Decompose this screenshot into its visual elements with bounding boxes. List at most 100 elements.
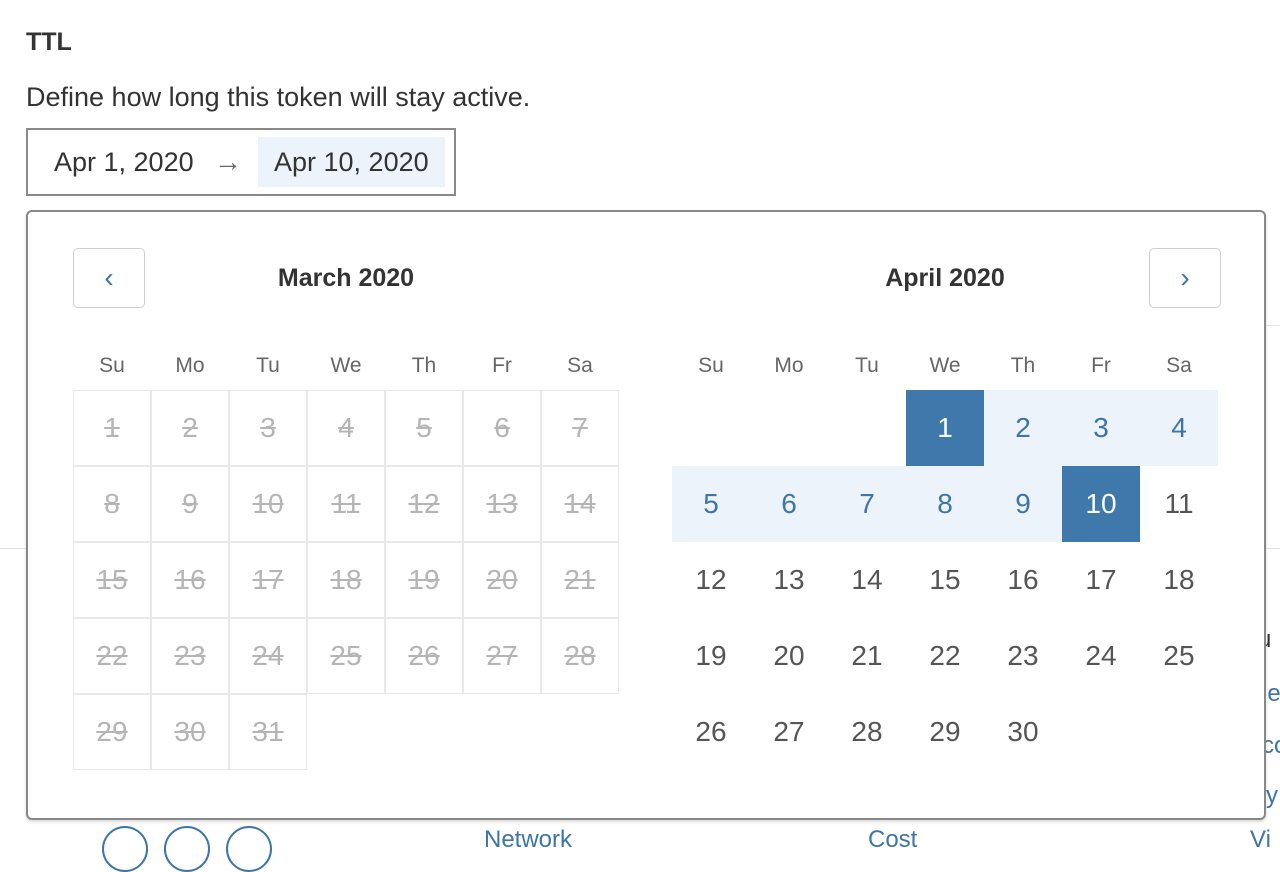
section-title: TTL bbox=[26, 28, 72, 56]
next-month-button[interactable]: › bbox=[1149, 248, 1221, 308]
day-cell: 7 bbox=[541, 390, 619, 466]
month-title: March 2020 bbox=[277, 264, 415, 292]
day-cell: 25 bbox=[307, 618, 385, 694]
day-cell: 16 bbox=[151, 542, 229, 618]
background-link[interactable]: Network bbox=[484, 826, 573, 853]
day-cell[interactable]: 9 bbox=[984, 466, 1062, 542]
day-cell[interactable]: 8 bbox=[906, 466, 984, 542]
day-cell[interactable]: 20 bbox=[773, 640, 805, 671]
background-divider bbox=[1266, 325, 1280, 326]
day-cell: 11 bbox=[307, 466, 385, 542]
day-cell[interactable]: 15 bbox=[929, 564, 961, 595]
day-cell[interactable]: 26 bbox=[695, 716, 727, 747]
day-cell[interactable]: 2 bbox=[984, 390, 1062, 466]
day-cell[interactable]: 13 bbox=[773, 564, 805, 595]
day-cell[interactable]: 16 bbox=[1007, 564, 1039, 595]
day-cell[interactable]: 1 bbox=[906, 390, 984, 466]
weekday-label: We bbox=[330, 354, 362, 377]
day-cell: 5 bbox=[385, 390, 463, 466]
day-cell[interactable]: 3 bbox=[1062, 390, 1140, 466]
arrow-right-icon: → bbox=[214, 146, 242, 177]
day-cell[interactable]: 5 bbox=[672, 466, 750, 542]
background-circle-button[interactable] bbox=[226, 826, 272, 872]
weekday-label: Tu bbox=[855, 354, 879, 377]
prev-month-button[interactable]: ‹ bbox=[73, 248, 145, 308]
day-cell: 13 bbox=[463, 466, 541, 542]
day-cell: 29 bbox=[73, 694, 151, 770]
day-cell[interactable]: 27 bbox=[773, 716, 805, 747]
weekday-label: Th bbox=[1010, 354, 1036, 377]
weekday-label: Su bbox=[698, 354, 724, 377]
day-cell: 17 bbox=[229, 542, 307, 618]
background-circle-button[interactable] bbox=[102, 826, 148, 872]
day-cell[interactable]: 7 bbox=[828, 466, 906, 542]
day-cell: 23 bbox=[151, 618, 229, 694]
day-cell[interactable]: 21 bbox=[851, 640, 883, 671]
day-cell: 21 bbox=[541, 542, 619, 618]
chevron-left-icon: ‹ bbox=[104, 262, 114, 293]
day-cell: 24 bbox=[229, 618, 307, 694]
day-cell[interactable]: 17 bbox=[1085, 564, 1117, 595]
weekday-header: Su Mo Tu We Th Fr Sa bbox=[672, 354, 1218, 378]
day-cell: 14 bbox=[541, 466, 619, 542]
background-circle-button[interactable] bbox=[164, 826, 210, 872]
day-cell: 1 bbox=[73, 390, 151, 466]
weekday-label: Fr bbox=[492, 354, 512, 377]
weekday-label: Tu bbox=[256, 354, 280, 377]
day-cell: 30 bbox=[151, 694, 229, 770]
weekday-label: Sa bbox=[567, 354, 593, 377]
weekday-label: We bbox=[929, 354, 961, 377]
day-cell: 31 bbox=[229, 694, 307, 770]
background-divider bbox=[1266, 548, 1280, 549]
day-cell: 6 bbox=[463, 390, 541, 466]
day-cell[interactable]: 14 bbox=[851, 564, 883, 595]
weekday-label: Mo bbox=[175, 354, 205, 377]
day-cell: 4 bbox=[307, 390, 385, 466]
day-cell[interactable]: 30 bbox=[1007, 716, 1039, 747]
chevron-right-icon: › bbox=[1180, 262, 1190, 293]
day-cell: 2 bbox=[151, 390, 229, 466]
date-picker-popup: ‹ › March 2020 Su Mo Tu We Th Fr Sa 1 2 3 4 5 6 7 8 9 10 1… bbox=[26, 210, 1266, 820]
background-link[interactable]: y bbox=[1266, 782, 1278, 809]
start-date[interactable]: Apr 1, 2020 bbox=[54, 146, 194, 177]
weekday-label: Fr bbox=[1091, 354, 1111, 377]
weekday-label: Sa bbox=[1166, 354, 1192, 377]
background-link[interactable]: co bbox=[1262, 732, 1280, 759]
day-cell[interactable]: 4 bbox=[1140, 390, 1218, 466]
day-cell: 26 bbox=[385, 618, 463, 694]
day-cell[interactable]: 25 bbox=[1163, 640, 1195, 671]
background-divider bbox=[0, 548, 26, 549]
day-cell: 10 bbox=[229, 466, 307, 542]
day-cell[interactable]: 10 bbox=[1062, 466, 1140, 542]
day-cell: 9 bbox=[151, 466, 229, 542]
month-title: April 2020 bbox=[885, 264, 1005, 292]
day-cell[interactable]: 23 bbox=[1007, 640, 1039, 671]
weekday-label: Th bbox=[411, 354, 437, 377]
day-cell: 18 bbox=[307, 542, 385, 618]
weekday-header: Su Mo Tu We Th Fr Sa bbox=[73, 354, 619, 378]
day-cell[interactable]: 18 bbox=[1163, 564, 1195, 595]
day-cell[interactable]: 24 bbox=[1085, 640, 1117, 671]
background-link[interactable]: Vi bbox=[1250, 826, 1271, 853]
date-range-input[interactable]: Apr 1, 2020 → Apr 10, 2020 bbox=[26, 128, 456, 196]
background-link[interactable]: le bbox=[1262, 680, 1280, 707]
day-cell[interactable]: 11 bbox=[1164, 488, 1194, 519]
day-cell[interactable]: 6 bbox=[750, 466, 828, 542]
background-link[interactable]: Cost bbox=[868, 826, 918, 853]
day-cell: 19 bbox=[385, 542, 463, 618]
day-cell: 27 bbox=[463, 618, 541, 694]
day-cell: 20 bbox=[463, 542, 541, 618]
day-cell: 12 bbox=[385, 466, 463, 542]
section-description: Define how long this token will stay act… bbox=[26, 82, 531, 112]
day-cell: 8 bbox=[73, 466, 151, 542]
day-cell[interactable]: 19 bbox=[695, 640, 727, 671]
day-cell[interactable]: 28 bbox=[851, 716, 883, 747]
end-date[interactable]: Apr 10, 2020 bbox=[258, 137, 445, 187]
day-cell[interactable]: 29 bbox=[929, 716, 961, 747]
day-cell[interactable]: 22 bbox=[929, 640, 961, 671]
weekday-label: Mo bbox=[774, 354, 804, 377]
weekday-label: Su bbox=[99, 354, 125, 377]
day-cell: 28 bbox=[541, 618, 619, 694]
day-cell[interactable]: 12 bbox=[695, 564, 727, 595]
day-cell: 22 bbox=[73, 618, 151, 694]
